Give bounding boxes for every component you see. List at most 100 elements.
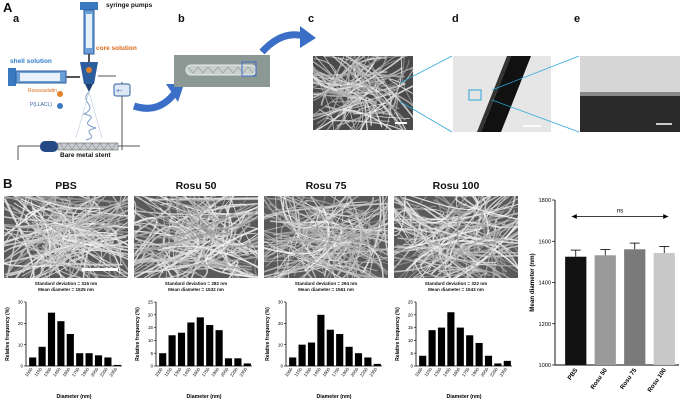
y-tick-label: 25 — [148, 300, 154, 305]
histogram-bar — [456, 327, 464, 366]
sem-image-rosu75 — [264, 196, 388, 278]
x-tick-label: 2350 — [238, 366, 248, 377]
x-tick-label: 1750 — [461, 366, 471, 377]
histogram-bar — [503, 360, 511, 366]
histogram-bar — [484, 355, 493, 366]
arrow-b-to-c-icon — [259, 26, 316, 55]
stats-rosu100: Standard deviation = 322 nm Mean diamete… — [394, 281, 518, 293]
histogram-x-label: Diameter (nm) — [187, 394, 222, 400]
x-tick-label: 1300 — [433, 366, 443, 377]
sem-image-rosu50 — [134, 196, 258, 278]
x-tick-label: 1000 — [154, 366, 164, 377]
mean-bar — [653, 253, 675, 365]
x-tick-label: Rosu 75 — [619, 367, 639, 391]
histogram-bar — [85, 353, 93, 366]
y-tick-label: 10 — [18, 342, 24, 347]
x-tick-label: 1900 — [340, 366, 350, 377]
subpanel-d-label: d — [452, 13, 459, 25]
subpanel-c-label: c — [308, 13, 315, 25]
y-tick-label: 10 — [278, 342, 284, 347]
histogram-bar — [177, 332, 186, 366]
histogram-bar — [206, 325, 214, 366]
x-tick-label: 1900 — [210, 366, 220, 377]
histogram-bar — [113, 364, 121, 366]
x-tick-label: 2350 — [108, 366, 118, 377]
y-tick-label: 10 — [148, 338, 154, 343]
x-tick-label: 2350 — [498, 366, 508, 377]
stats-rosu50: Standard deviation = 282 nm Mean diamete… — [134, 281, 258, 293]
x-tick-label: 2350 — [368, 366, 378, 377]
x-tick-label: 1450 — [312, 366, 322, 377]
histogram-bar — [104, 357, 112, 366]
sd-text: Standard deviation = 282 nm — [164, 281, 228, 286]
zoom-connectors — [400, 56, 580, 133]
stats-pbs: Standard deviation = 315 nm Mean diamete… — [4, 281, 128, 293]
stent-photo — [174, 55, 270, 87]
y-tick-label: 30 — [18, 300, 24, 305]
mean-text: Mean diameter = 1532 nm — [168, 287, 224, 292]
x-tick-label: 1150 — [293, 366, 303, 377]
ns-arrow-right — [663, 214, 669, 219]
group-title-rosu100: Rosu 100 — [432, 180, 480, 192]
ns-arrow-left — [571, 214, 577, 219]
x-tick-label: 2050 — [220, 366, 230, 377]
x-tick-label: 1300 — [43, 366, 53, 377]
histogram-bar — [317, 314, 325, 366]
x-tick-label: 1000 — [284, 366, 294, 377]
x-tick-label: 1900 — [470, 366, 480, 377]
x-tick-label: 2200 — [229, 366, 239, 377]
histogram-bar — [326, 329, 334, 366]
histogram-bar — [364, 357, 372, 366]
histogram-y-label: Relative frequency (%) — [135, 307, 141, 361]
mean-text: Mean diameter = 1543 nm — [428, 287, 484, 292]
histogram-bar — [168, 335, 176, 366]
x-tick-label: 1750 — [71, 366, 81, 377]
histogram-bar — [475, 342, 483, 366]
histogram-x-label: Diameter (nm) — [317, 394, 352, 400]
x-tick-label: 1000 — [24, 366, 34, 377]
histogram-bar — [437, 327, 446, 366]
x-tick-label: Rosu 50 — [589, 367, 609, 391]
y-tick-label: 30 — [278, 300, 284, 305]
x-tick-label: 1600 — [321, 366, 331, 377]
histogram-bar — [419, 355, 427, 366]
histogram-bar — [234, 358, 242, 366]
x-tick-label: PBS — [566, 367, 579, 381]
subpanel-b-label: b — [178, 13, 185, 25]
y-tick-label: 0 — [20, 364, 23, 369]
x-tick-label: 1450 — [442, 366, 452, 377]
arrow-a-to-b-icon — [132, 84, 184, 112]
y-tick-label: 0 — [410, 364, 413, 369]
sem-image-rosu100 — [394, 196, 518, 278]
y-tick-label: 0 — [150, 364, 153, 369]
x-tick-label: 1750 — [331, 366, 341, 377]
y-tick-label: 5 — [410, 351, 413, 356]
mean-diameter-chart: 1000 1200 1400 1600 1800 PBS Rosu 50 Rosu 75 Ros… — [529, 198, 679, 394]
mean-bar — [624, 249, 646, 365]
sd-text: Standard deviation = 315 nm — [34, 281, 98, 286]
y-tick-label: 1200 — [539, 322, 551, 328]
histogram-x-label: Diameter (nm) — [447, 394, 482, 400]
histogram-bar — [345, 346, 353, 366]
histogram-bar — [298, 344, 306, 366]
x-tick-label: 1600 — [61, 366, 71, 377]
y-tick-label: 15 — [408, 325, 414, 330]
electrospinning-schematic: +- — [8, 2, 140, 160]
y-tick-label: 20 — [18, 321, 24, 326]
histogram-bar — [243, 363, 251, 366]
x-tick-label: 1750 — [201, 366, 211, 377]
sem-image-pbs — [4, 196, 128, 278]
polymer-label: P(LLACL) — [30, 102, 52, 108]
histogram-bar — [336, 334, 344, 366]
y-tick-label: 0 — [280, 364, 283, 369]
histogram-y-label: Relative frequency (%) — [395, 307, 401, 361]
y-tick-label: 20 — [278, 321, 284, 326]
histogram-bar — [196, 317, 204, 366]
x-tick-label: 1600 — [451, 366, 461, 377]
histogram-bar — [47, 312, 56, 366]
x-tick-label: 2050 — [90, 366, 100, 377]
histogram-rosu100: 0 5 10 15 20 25 1000 1150 1300 1450 1600 1750 1900 20… — [395, 300, 512, 400]
y-tick-label: 1400 — [539, 281, 551, 287]
